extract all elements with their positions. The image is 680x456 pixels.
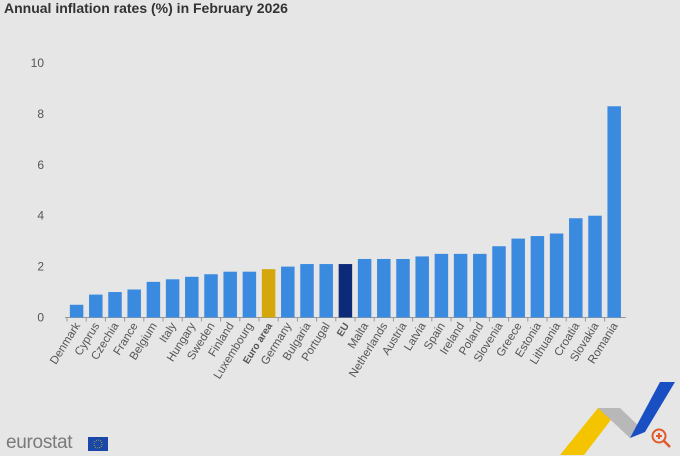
eurostat-ribbon-graphic: [560, 382, 675, 455]
bar-latvia: [415, 256, 429, 318]
x-tick-label: EU: [335, 321, 352, 339]
bar-denmark: [69, 304, 84, 318]
bar-eu: [338, 264, 353, 318]
bar-lithuania: [549, 233, 564, 318]
bar-chart: 0246810DenmarkCyprusCzechiaFranceBelgium…: [31, 56, 626, 380]
bar-germany: [281, 266, 295, 318]
bar-luxembourg: [242, 271, 257, 318]
chart-title: Annual inflation rates (%) in February 2…: [4, 0, 288, 16]
y-tick-label: 0: [37, 311, 44, 325]
bar-romania: [607, 106, 621, 318]
bar-poland: [473, 253, 487, 318]
y-tick-label: 4: [37, 209, 44, 223]
bar-france: [127, 289, 141, 318]
bar-cyprus: [89, 294, 103, 318]
bar-croatia: [569, 218, 583, 318]
y-tick-label: 2: [37, 260, 44, 274]
bar-bulgaria: [300, 264, 314, 318]
y-tick-label: 10: [31, 56, 45, 70]
eurostat-logo: eurostat: [6, 432, 73, 453]
bar-spain: [434, 253, 449, 318]
y-tick-label: 8: [37, 107, 44, 121]
bar-austria: [396, 258, 410, 318]
bar-greece: [511, 238, 525, 318]
y-tick-label: 6: [37, 158, 44, 172]
bar-portugal: [319, 264, 333, 318]
bar-sweden: [204, 274, 218, 318]
bar-euro-area: [261, 269, 276, 318]
bar-slovenia: [492, 246, 506, 318]
bar-slovakia: [588, 215, 602, 318]
eu-flag-icon: [88, 437, 108, 451]
bar-malta: [357, 258, 372, 318]
bar-italy: [165, 279, 180, 318]
bar-netherlands: [377, 258, 391, 318]
bar-belgium: [146, 281, 161, 318]
bar-finland: [223, 271, 237, 318]
bar-estonia: [530, 236, 545, 318]
bar-ireland: [453, 253, 468, 318]
bar-hungary: [185, 276, 199, 318]
bar-czechia: [108, 292, 122, 318]
zoom-in-icon[interactable]: [650, 427, 672, 449]
